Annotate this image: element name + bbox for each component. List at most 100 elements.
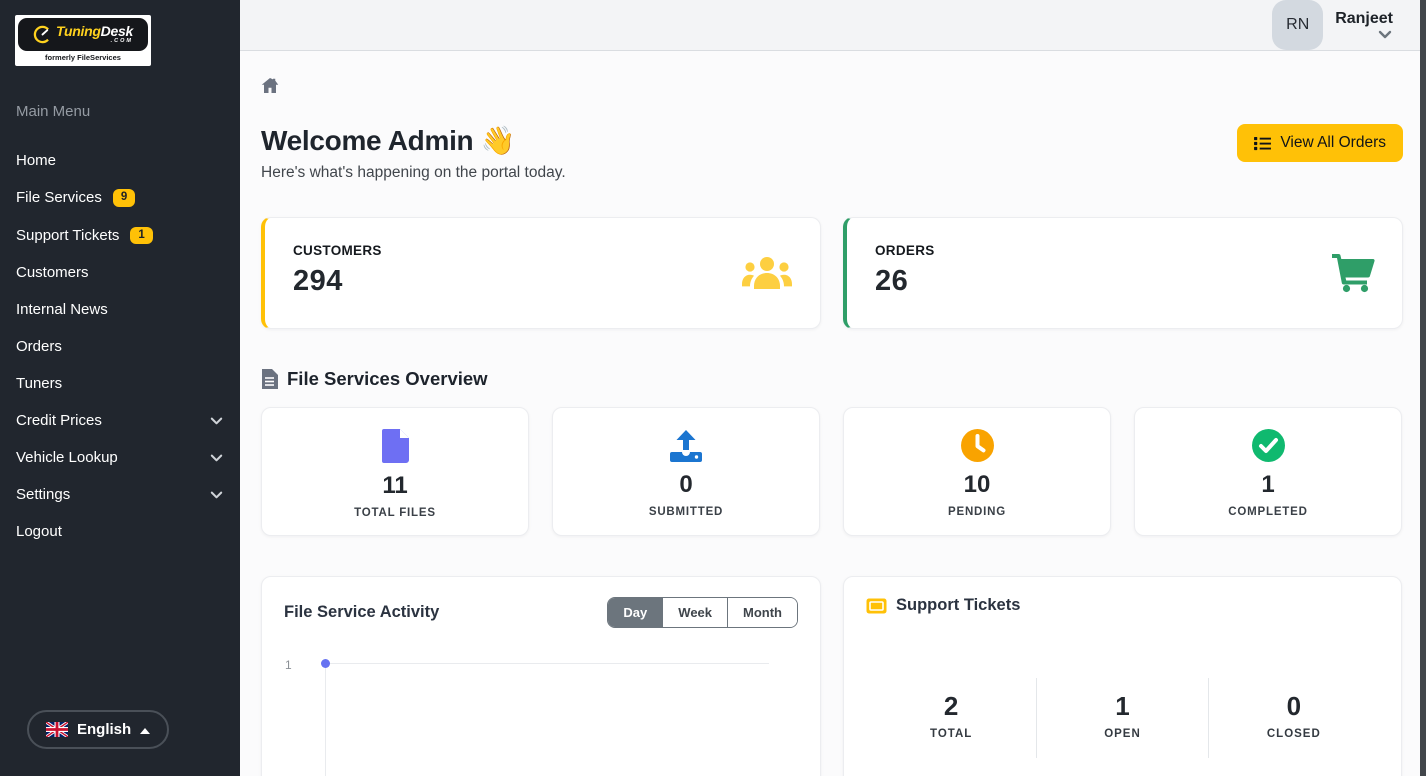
upload-icon [669,429,703,462]
brand-tagline: formerly FileServices [45,53,121,62]
page-title: Welcome Admin 👋 [261,125,516,156]
file-service-activity-panel: File Service Activity Day Week Month 1 [261,576,821,776]
tickets-header: Support Tickets [866,596,1379,615]
stats-row: CUSTOMERS 294 ORDERS 26 [261,217,1403,329]
sidebar-section-label: Main Menu [16,103,91,120]
y-axis-tick: 1 [285,658,292,672]
overview-title: File Services Overview [287,368,488,389]
total-files-card[interactable]: 11 TOTAL FILES [261,407,529,536]
sidebar-item-logout[interactable]: Logout [16,523,62,540]
submitted-value: 0 [679,470,693,498]
chevron-down-icon [209,450,224,465]
file-icon [381,428,409,463]
sidebar-item-orders[interactable]: Orders [16,338,62,355]
chevron-down-icon [1377,29,1393,41]
page-content: Welcome Admin 👋 Here's what's happening … [240,51,1426,776]
sidebar-item-internal-news[interactable]: Internal News [16,301,108,318]
tickets-closed-value: 0 [1286,691,1302,721]
sidebar-item-home[interactable]: Home [16,152,57,169]
sidebar-item-customers[interactable]: Customers [16,264,89,281]
sidebar-item-credit-prices[interactable]: Credit Prices [0,402,240,439]
page-header: Welcome Admin 👋 Here's what's happening … [261,124,1403,182]
activity-title: File Service Activity [284,603,440,621]
user-menu[interactable]: Ranjeet [1335,10,1393,41]
brand-name: TuningDesk .COM [56,23,133,45]
cart-icon [1331,253,1375,293]
customers-label: CUSTOMERS [293,243,382,258]
tickets-total-label: TOTAL [930,728,973,740]
topbar: RN Ranjeet [240,0,1426,51]
activity-range-toggle: Day Week Month [607,597,798,628]
pending-label: PENDING [948,506,1006,518]
range-month-button[interactable]: Month [728,598,797,627]
overview-header: File Services Overview [261,368,1403,390]
sidebar-item-tuners[interactable]: Tuners [16,375,63,392]
orders-label: ORDERS [875,243,935,258]
uk-flag-icon [46,722,68,737]
sidebar-item-support-tickets[interactable]: Support Tickets 1 [0,217,240,255]
language-selector[interactable]: English [27,710,170,749]
pending-card[interactable]: 10 PENDING [843,407,1111,536]
chevron-down-icon [209,413,224,428]
list-icon [1254,136,1272,151]
total-files-label: TOTAL FILES [354,506,436,519]
completed-label: COMPLETED [1228,506,1308,518]
tickets-open-label: OPEN [1104,728,1141,740]
brand-logo[interactable]: TuningDesk .COM formerly FileServices [15,15,151,66]
brand-tld: .COM [110,38,133,45]
language-label: English [77,721,132,738]
range-week-button[interactable]: Week [663,598,729,627]
bottom-row: File Service Activity Day Week Month 1 [261,576,1403,776]
user-name: Ranjeet [1335,9,1393,27]
chart-data-point[interactable] [321,659,330,668]
document-icon [261,369,278,389]
breadcrumb [261,77,1403,95]
customers-value: 294 [293,265,343,297]
sidebar-item-file-services[interactable]: File Services 9 [0,179,240,217]
support-tickets-count-badge: 1 [130,226,153,244]
tickets-open-stat: 1 OPEN [1036,678,1207,758]
sidebar-nav: Home File Services 9 Support Tickets 1 Cus… [0,142,240,550]
support-tickets-panel: Support Tickets 2 TOTAL 1 OPEN 0 [843,576,1402,776]
view-all-orders-button[interactable]: View All Orders [1237,124,1403,162]
tickets-closed-label: CLOSED [1266,728,1321,740]
welcome-block: Welcome Admin 👋 Here's what's happening … [261,124,566,182]
avatar[interactable]: RN [1272,0,1324,50]
home-icon[interactable] [261,77,279,94]
tickets-open-value: 1 [1115,691,1130,721]
chart-axis-line [325,663,326,776]
completed-value: 1 [1261,471,1275,498]
customers-stat-card[interactable]: CUSTOMERS 294 [261,217,821,329]
ticket-stats: 2 TOTAL 1 OPEN 0 CLOSED [866,678,1379,758]
completed-card[interactable]: 1 COMPLETED [1134,407,1402,536]
submitted-card[interactable]: 0 SUBMITTED [552,407,820,536]
submitted-label: SUBMITTED [648,505,724,518]
sidebar-item-settings[interactable]: Settings [0,476,240,513]
activity-chart: 1 [284,658,798,776]
speedometer-icon [33,25,52,44]
brand-logo-plate: TuningDesk .COM [18,18,148,51]
file-services-count-badge: 9 [112,189,136,207]
tickets-title: Support Tickets [896,596,1021,614]
chart-gridline [326,663,769,664]
sidebar-item-vehicle-lookup[interactable]: Vehicle Lookup [0,439,240,476]
main-area: RN Ranjeet Welcome Admin 👋 Here's what's… [240,0,1426,776]
tickets-total-value: 2 [943,691,959,721]
overview-cards: 11 TOTAL FILES 0 SUBMITTED 10 PENDING [261,407,1403,536]
pending-value: 10 [963,471,991,498]
check-circle-icon [1251,429,1285,462]
users-icon [741,254,793,292]
sidebar: TuningDesk .COM formerly FileServices Ma… [0,0,240,776]
clock-icon [960,429,994,462]
chevron-down-icon [209,487,224,502]
caret-up-icon [140,727,151,734]
activity-header: File Service Activity Day Week Month [284,597,798,628]
total-files-value: 11 [382,471,408,499]
range-day-button[interactable]: Day [608,598,664,627]
orders-value: 26 [875,265,909,297]
page-subtitle: Here's what's happening on the portal to… [261,164,566,181]
tickets-total-stat: 2 TOTAL [866,678,1036,758]
orders-stat-card[interactable]: ORDERS 26 [843,217,1403,329]
scrollbar[interactable] [1420,0,1426,776]
